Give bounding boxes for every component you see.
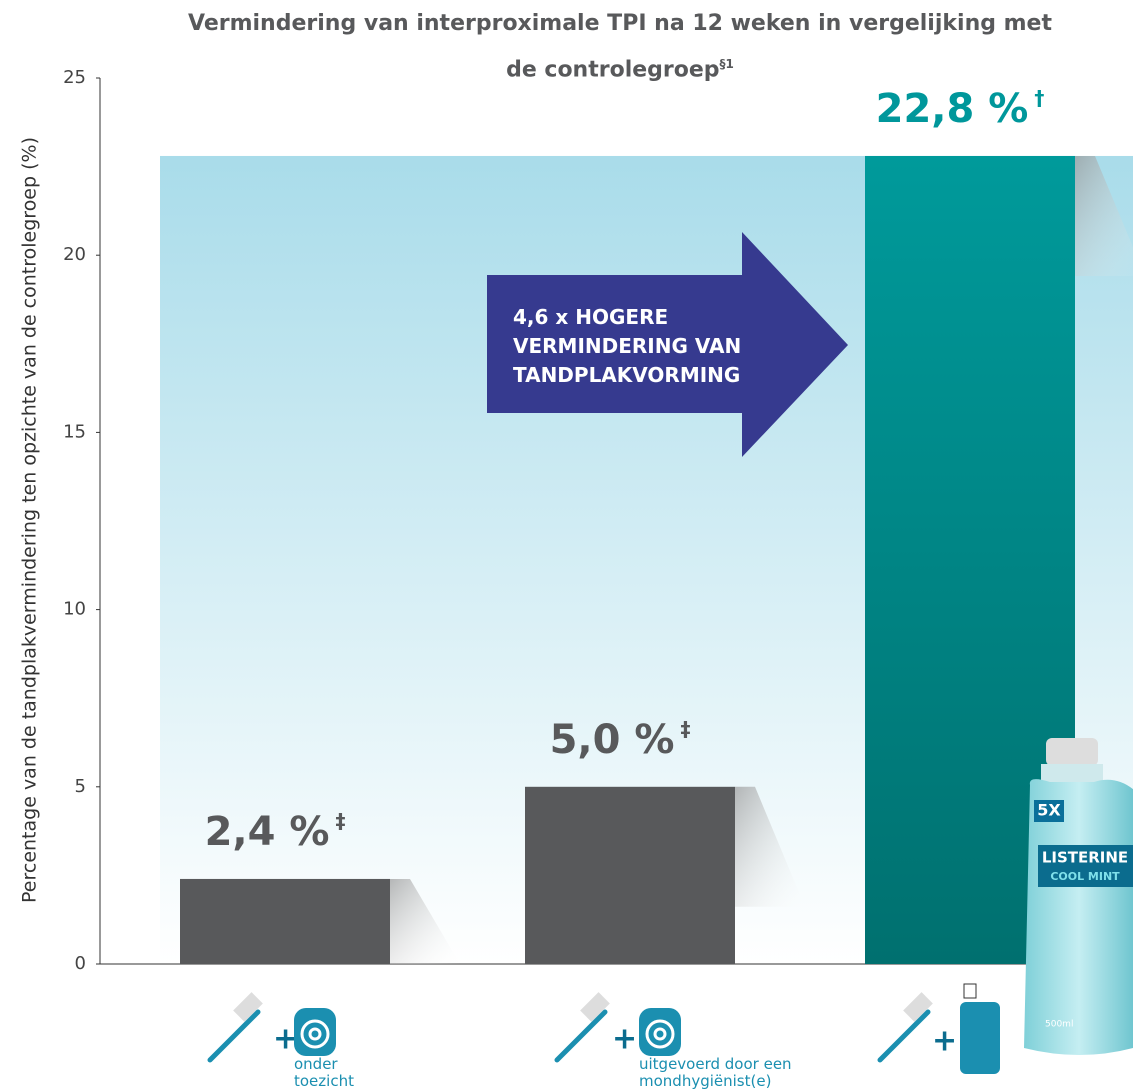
x-tick-label: uitgevoerd door een mondhygiënist(e)	[639, 1055, 792, 1090]
y-tick-label: 15	[63, 421, 86, 442]
value-label: 2,4 % ‡	[205, 808, 346, 855]
bar-shadow	[1075, 155, 1133, 276]
product-variant: COOL MINT	[1050, 870, 1120, 883]
value-note: †	[1034, 85, 1044, 109]
value-label-text: 5,0 %	[550, 717, 675, 763]
value-note: ‡	[335, 808, 345, 832]
bar	[525, 786, 735, 964]
svg-text:+: +	[932, 1024, 957, 1059]
value-note: ‡	[680, 716, 690, 740]
chart-title: Vermindering van interproximale TPI na 1…	[170, 4, 1070, 90]
svg-text:+: +	[273, 1022, 298, 1057]
title-text: Vermindering van interproximale TPI na 1…	[188, 11, 1052, 83]
product-bottle: 5X LISTERINE COOL MINT 500ml	[1024, 738, 1133, 1055]
arrow	[487, 232, 848, 457]
category-icons: + + +	[207, 983, 1000, 1074]
product-brand: LISTERINE	[1042, 849, 1128, 867]
y-tick-label: 5	[75, 776, 86, 797]
value-label-text: 2,4 %	[205, 809, 330, 855]
y-tick-label: 0	[75, 953, 86, 974]
y-tick-label: 20	[63, 244, 86, 265]
y-axis-label: Percentage van de tandplakvermindering t…	[19, 137, 41, 903]
bar	[180, 878, 390, 964]
svg-text:+: +	[612, 1022, 637, 1057]
value-label: 22,8 % †	[876, 85, 1045, 132]
value-label: 5,0 % ‡	[550, 716, 691, 763]
y-tick-label: 25	[63, 67, 86, 88]
product-volume: 500ml	[1045, 1020, 1073, 1030]
y-tick-label: 10	[63, 599, 86, 620]
product-claim: 5X	[1037, 801, 1061, 820]
title-note: §1	[719, 57, 734, 71]
x-tick-label: onder toezicht	[294, 1055, 354, 1090]
bar-shadow	[735, 786, 805, 907]
bar-shadow	[390, 878, 460, 964]
value-label-text: 22,8 %	[876, 86, 1029, 132]
annotation: 4,6 x HOGERE VERMINDERING VAN TANDPLAKVO…	[513, 305, 742, 387]
